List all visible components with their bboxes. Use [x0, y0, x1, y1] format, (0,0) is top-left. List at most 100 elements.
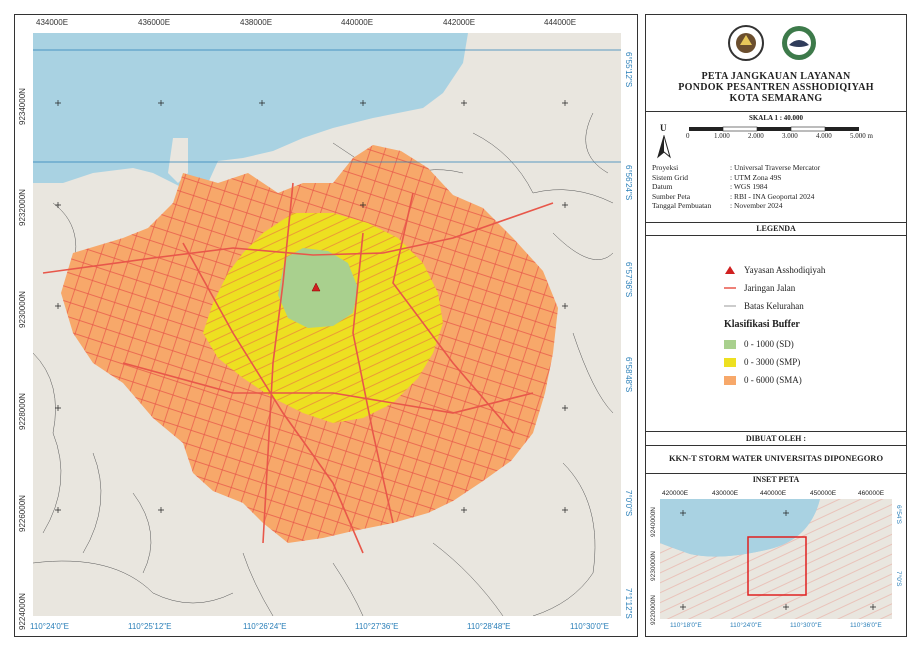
title-line: PETA JANGKAUAN LAYANAN: [701, 71, 851, 82]
road-line-icon: [724, 287, 736, 289]
site-marker-icon[interactable]: [311, 282, 321, 292]
legend-item-site: Yayasan Asshodiqiyah: [724, 265, 825, 275]
inset-tick: 110°36'0"E: [850, 622, 882, 629]
tick-bottom: 110°30'0"E: [570, 622, 610, 631]
inset-map[interactable]: [660, 499, 892, 619]
map-info-values: : Universal Traverse Mercator : UTM Zona…: [730, 163, 820, 211]
legend-label: Yayasan Asshodiqiyah: [744, 265, 826, 275]
tick-right: 6°57'36"S: [624, 262, 633, 298]
scale-tick: 0: [686, 132, 690, 140]
buffer-title: Klasifikasi Buffer: [724, 319, 800, 330]
swatch-sma: [724, 375, 736, 385]
tick-top: 444000E: [544, 18, 577, 27]
inset-tick: 110°30'0"E: [790, 622, 822, 629]
tick-top: 440000E: [341, 18, 374, 27]
inset-tick-left: 9230000N: [650, 551, 657, 581]
inset-bottom-ticks: 110°18'0"E 110°24'0"E 110°30'0"E 110°36'…: [660, 622, 892, 632]
layout-panel: PETA JANGKAUAN LAYANAN PONDOK PESANTREN …: [645, 14, 907, 637]
divider: [646, 445, 906, 446]
divider: [646, 473, 906, 474]
sea-area: [33, 33, 468, 193]
info-value: : WGS 1984: [730, 182, 768, 191]
tick-right: 6°55'12"S: [624, 52, 633, 88]
inset-header: INSET PETA: [752, 475, 800, 484]
divider: [646, 222, 906, 223]
tick-right: 7°0'0"S: [624, 490, 633, 517]
info-value: : Universal Traverse Mercator: [730, 163, 821, 172]
kkn-logo-icon: [782, 26, 816, 60]
divider: [646, 235, 906, 236]
tick-right: 6°58'48"S: [624, 357, 633, 393]
scale-tick: 1.000: [714, 132, 730, 140]
divider: [646, 111, 906, 112]
made-by-header: DIBUAT OLEH :: [745, 434, 807, 443]
legend-item-boundary: Batas Kelurahan: [724, 301, 804, 311]
scale-tick: 4.000: [816, 132, 832, 140]
tick-right: 7°1'12"S: [624, 588, 633, 619]
tick-bottom: 110°27'36"E: [355, 622, 399, 631]
map-info-keys: Proyeksi Sistem Grid Datum Sumber Peta T…: [652, 163, 711, 211]
inset-top-ticks: 420000E 430000E 440000E 450000E 460000E: [660, 490, 892, 500]
north-label: U: [660, 123, 667, 133]
title-line: KOTA SEMARANG: [729, 93, 823, 104]
legend-item-sd: 0 - 1000 (SD): [724, 339, 794, 349]
inset-tick-right: 7°0'S: [895, 571, 902, 587]
inset-tick: 420000E: [662, 490, 689, 497]
info-key: Sumber Peta: [652, 191, 691, 201]
legend-item-roads: Jaringan Jalan: [724, 283, 795, 293]
scale-tick: 5.000 m: [850, 132, 873, 140]
scale-ticks: 0 1.000 2.000 3.000 4.000 5.000 m: [684, 132, 884, 142]
tick-left: 9234000N: [18, 88, 27, 125]
boundary-line-icon: [724, 305, 736, 307]
tick-top: 434000E: [36, 18, 69, 27]
tick-left: 9228000N: [18, 393, 27, 430]
inset-tick: 110°24'0"E: [730, 622, 762, 629]
legend-label: 0 - 1000 (SD): [744, 339, 794, 349]
inset-tick: 110°18'0"E: [670, 622, 702, 629]
tick-bottom: 110°28'48"E: [467, 622, 511, 631]
main-roads: [42, 182, 554, 554]
scale-bar: [689, 126, 859, 132]
inset-tick: 430000E: [712, 490, 739, 497]
main-map[interactable]: [33, 33, 621, 616]
info-value: : RBI - INA Geoportal 2024: [730, 191, 815, 201]
info-value: : November 2024: [730, 201, 783, 210]
scale-tick: 3.000: [782, 132, 798, 140]
divider: [646, 431, 906, 432]
tick-right: 6°56'24"S: [624, 165, 633, 201]
info-value: : UTM Zona 49S: [730, 172, 782, 182]
university-seal-icon: [728, 25, 764, 61]
tick-left: 9232000N: [18, 189, 27, 226]
inset-tick: 460000E: [858, 490, 885, 497]
tick-left: 9226000N: [18, 495, 27, 532]
north-arrow-icon: [657, 135, 671, 159]
scale-tick: 2.000: [748, 132, 764, 140]
map-title: PETA JANGKAUAN LAYANAN PONDOK PESANTREN …: [646, 71, 906, 104]
inset-tick-left: 9240000N: [650, 507, 657, 537]
tick-bottom: 110°26'24"E: [243, 622, 287, 631]
legend-label: 0 - 3000 (SMP): [744, 357, 801, 367]
inset-extent-box: [747, 536, 807, 596]
inset-tick-right: 6°54'S: [895, 505, 902, 525]
tick-top: 438000E: [240, 18, 273, 27]
legend-item-smp: 0 - 3000 (SMP): [724, 357, 800, 367]
inset-tick: 440000E: [760, 490, 787, 497]
info-key: Proyeksi: [652, 163, 679, 172]
legend-header: LEGENDA: [756, 224, 796, 233]
inset-tick-left: 9220000N: [650, 595, 657, 625]
legend-item-sma: 0 - 6000 (SMA): [724, 375, 802, 385]
grid-crosses: [55, 100, 568, 513]
inset-tick: 450000E: [810, 490, 837, 497]
site-marker-icon: [725, 266, 735, 274]
title-line: PONDOK PESANTREN ASSHODIQIYAH: [678, 82, 874, 93]
tick-top: 442000E: [443, 18, 476, 27]
info-key: Datum: [652, 182, 673, 191]
swatch-sd: [724, 339, 736, 349]
swatch-smp: [724, 357, 736, 367]
made-by-text: KKN-T STORM WATER UNIVERSITAS DIPONEGORO: [668, 453, 884, 463]
tick-bottom: 110°24'0"E: [30, 622, 70, 631]
legend-label: Jaringan Jalan: [744, 283, 796, 293]
tick-left: 9230000N: [18, 291, 27, 328]
info-key: Sistem Grid: [652, 172, 689, 182]
tick-bottom: 110°25'12"E: [128, 622, 172, 631]
